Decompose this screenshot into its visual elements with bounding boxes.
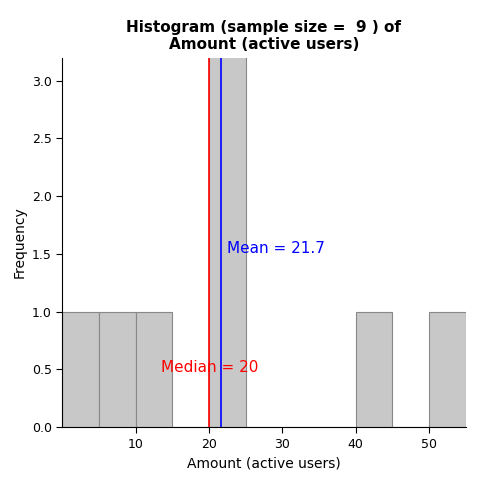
Bar <box>429 312 466 427</box>
Title: Histogram (sample size =  9 ) of
Amount (active users): Histogram (sample size = 9 ) of Amount (… <box>127 20 401 52</box>
Bar <box>209 0 246 427</box>
Y-axis label: Frequency: Frequency <box>12 206 26 278</box>
Text: Mean = 21.7: Mean = 21.7 <box>228 240 325 256</box>
Text: Median = 20: Median = 20 <box>161 360 259 374</box>
Bar <box>136 312 172 427</box>
Bar <box>62 312 99 427</box>
X-axis label: Amount (active users): Amount (active users) <box>187 456 341 470</box>
Bar <box>356 312 392 427</box>
Bar <box>99 312 136 427</box>
